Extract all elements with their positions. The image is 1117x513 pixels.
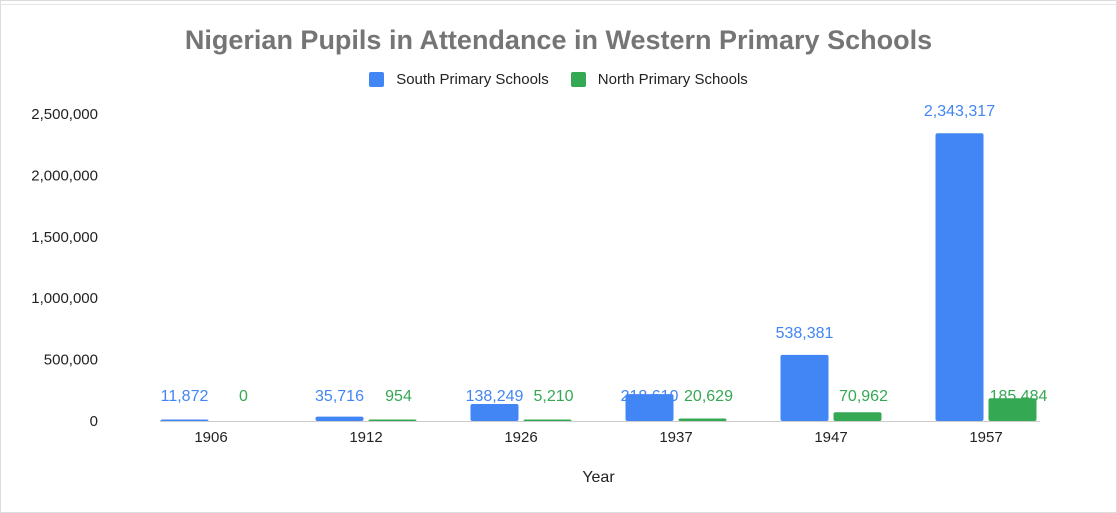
data-label: 218,610 bbox=[621, 388, 679, 405]
x-tick-label: 1947 bbox=[814, 429, 847, 446]
chart-title: Nigerian Pupils in Attendance in Western… bbox=[184, 25, 933, 55]
data-label: 20,629 bbox=[684, 388, 733, 405]
bar bbox=[678, 418, 727, 421]
legend-swatch-south bbox=[369, 72, 385, 87]
bar bbox=[315, 416, 364, 421]
y-tick-label: 2,000,000 bbox=[31, 167, 98, 184]
bar bbox=[780, 354, 829, 421]
data-label: 11,872 bbox=[161, 388, 209, 405]
bar bbox=[833, 412, 882, 421]
data-label: 5,210 bbox=[533, 388, 573, 405]
data-label: 185,484 bbox=[990, 388, 1048, 405]
legend-item-north: North Primary Schools bbox=[570, 71, 748, 88]
x-tick-label: 1937 bbox=[659, 429, 692, 446]
bar bbox=[368, 419, 417, 421]
data-label: 35,716 bbox=[315, 388, 364, 405]
data-label: 70,962 bbox=[839, 388, 888, 405]
x-tick-label: 1926 bbox=[504, 429, 537, 446]
top-ruler bbox=[0, 0, 1117, 5]
bar bbox=[935, 133, 984, 422]
x-tick-label: 1957 bbox=[969, 429, 1002, 446]
legend-label-north: North Primary Schools bbox=[597, 71, 748, 88]
legend-swatch-north bbox=[570, 72, 586, 87]
y-tick-label: 1,500,000 bbox=[31, 229, 98, 246]
x-tick-label: 1906 bbox=[194, 429, 227, 446]
bar bbox=[160, 419, 209, 421]
bar bbox=[523, 419, 572, 421]
data-label: 0 bbox=[239, 388, 248, 405]
data-label: 138,249 bbox=[466, 388, 524, 405]
data-label: 954 bbox=[385, 388, 412, 405]
chart-legend: South Primary Schools North Primary Scho… bbox=[0, 71, 1117, 88]
x-tick-label: 1912 bbox=[349, 429, 382, 446]
data-label: 538,381 bbox=[776, 325, 834, 342]
x-axis-title: Year bbox=[582, 469, 615, 486]
bar bbox=[625, 394, 674, 421]
legend-label-south: South Primary Schools bbox=[396, 71, 549, 88]
y-tick-label: 500,000 bbox=[44, 352, 98, 369]
bar bbox=[470, 404, 519, 421]
legend-item-south: South Primary Schools bbox=[369, 71, 549, 88]
y-tick-label: 1,000,000 bbox=[31, 290, 98, 307]
y-tick-label: 0 bbox=[90, 413, 98, 430]
bar bbox=[988, 398, 1037, 421]
y-tick-label: 2,500,000 bbox=[31, 106, 98, 123]
data-label: 2,343,317 bbox=[924, 103, 995, 120]
